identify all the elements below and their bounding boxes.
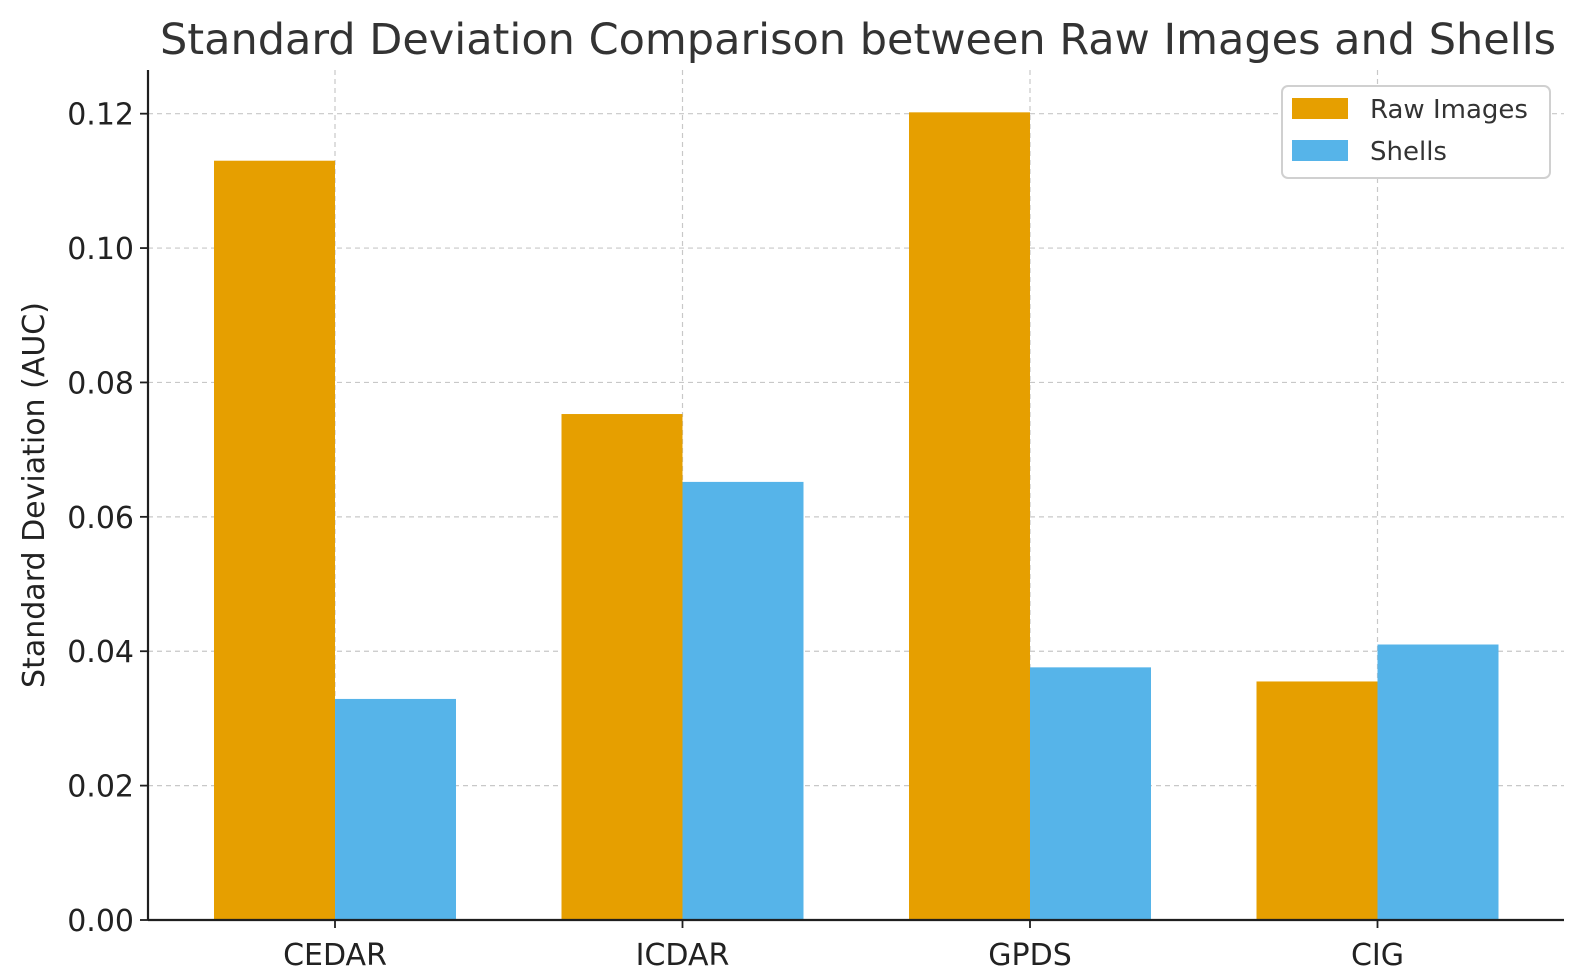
x-tick-label: CIG bbox=[1351, 938, 1404, 973]
y-tick-label: 0.12 bbox=[67, 98, 134, 133]
chart-title: Standard Deviation Comparison between Ra… bbox=[160, 15, 1556, 65]
legend-box bbox=[1281, 85, 1551, 179]
x-axis-ticks: CEDAR ICDAR GPDS CIG bbox=[283, 920, 1404, 973]
bar-shells-icdar bbox=[682, 481, 804, 920]
bar-shells-cig bbox=[1377, 644, 1499, 920]
y-tick-label: 0.06 bbox=[67, 501, 134, 536]
y-tick-label: 0.04 bbox=[67, 635, 134, 670]
bar-raw-images-cig bbox=[1256, 681, 1378, 920]
bar-shells-cedar bbox=[335, 698, 456, 920]
x-tick-label: CEDAR bbox=[283, 938, 387, 973]
x-tick-label: GPDS bbox=[988, 938, 1071, 973]
y-tick-label: 0.00 bbox=[67, 904, 134, 939]
y-tick-label: 0.08 bbox=[67, 366, 134, 401]
y-axis-label: Standard Deviation (AUC) bbox=[17, 302, 52, 688]
y-tick-label: 0.02 bbox=[67, 770, 134, 805]
bar-raw-images-cedar bbox=[214, 160, 335, 921]
bar-raw-images-icdar bbox=[561, 414, 683, 920]
bar-shells-gpds bbox=[1030, 667, 1151, 920]
y-axis-ticks: 0.00 0.02 0.04 0.06 0.08 0.10 0.12 bbox=[67, 98, 148, 939]
legend-swatch-raw-images bbox=[1292, 98, 1348, 119]
bars bbox=[214, 112, 1499, 921]
bar-raw-images-gpds bbox=[909, 112, 1030, 920]
y-tick-label: 0.10 bbox=[67, 232, 134, 267]
legend-label-shells: Shells bbox=[1370, 137, 1447, 167]
x-tick-label: ICDAR bbox=[636, 938, 730, 973]
legend-swatch-shells bbox=[1292, 140, 1348, 161]
legend: Raw Images Shells bbox=[1281, 85, 1551, 179]
legend-label-raw-images: Raw Images bbox=[1370, 95, 1528, 125]
